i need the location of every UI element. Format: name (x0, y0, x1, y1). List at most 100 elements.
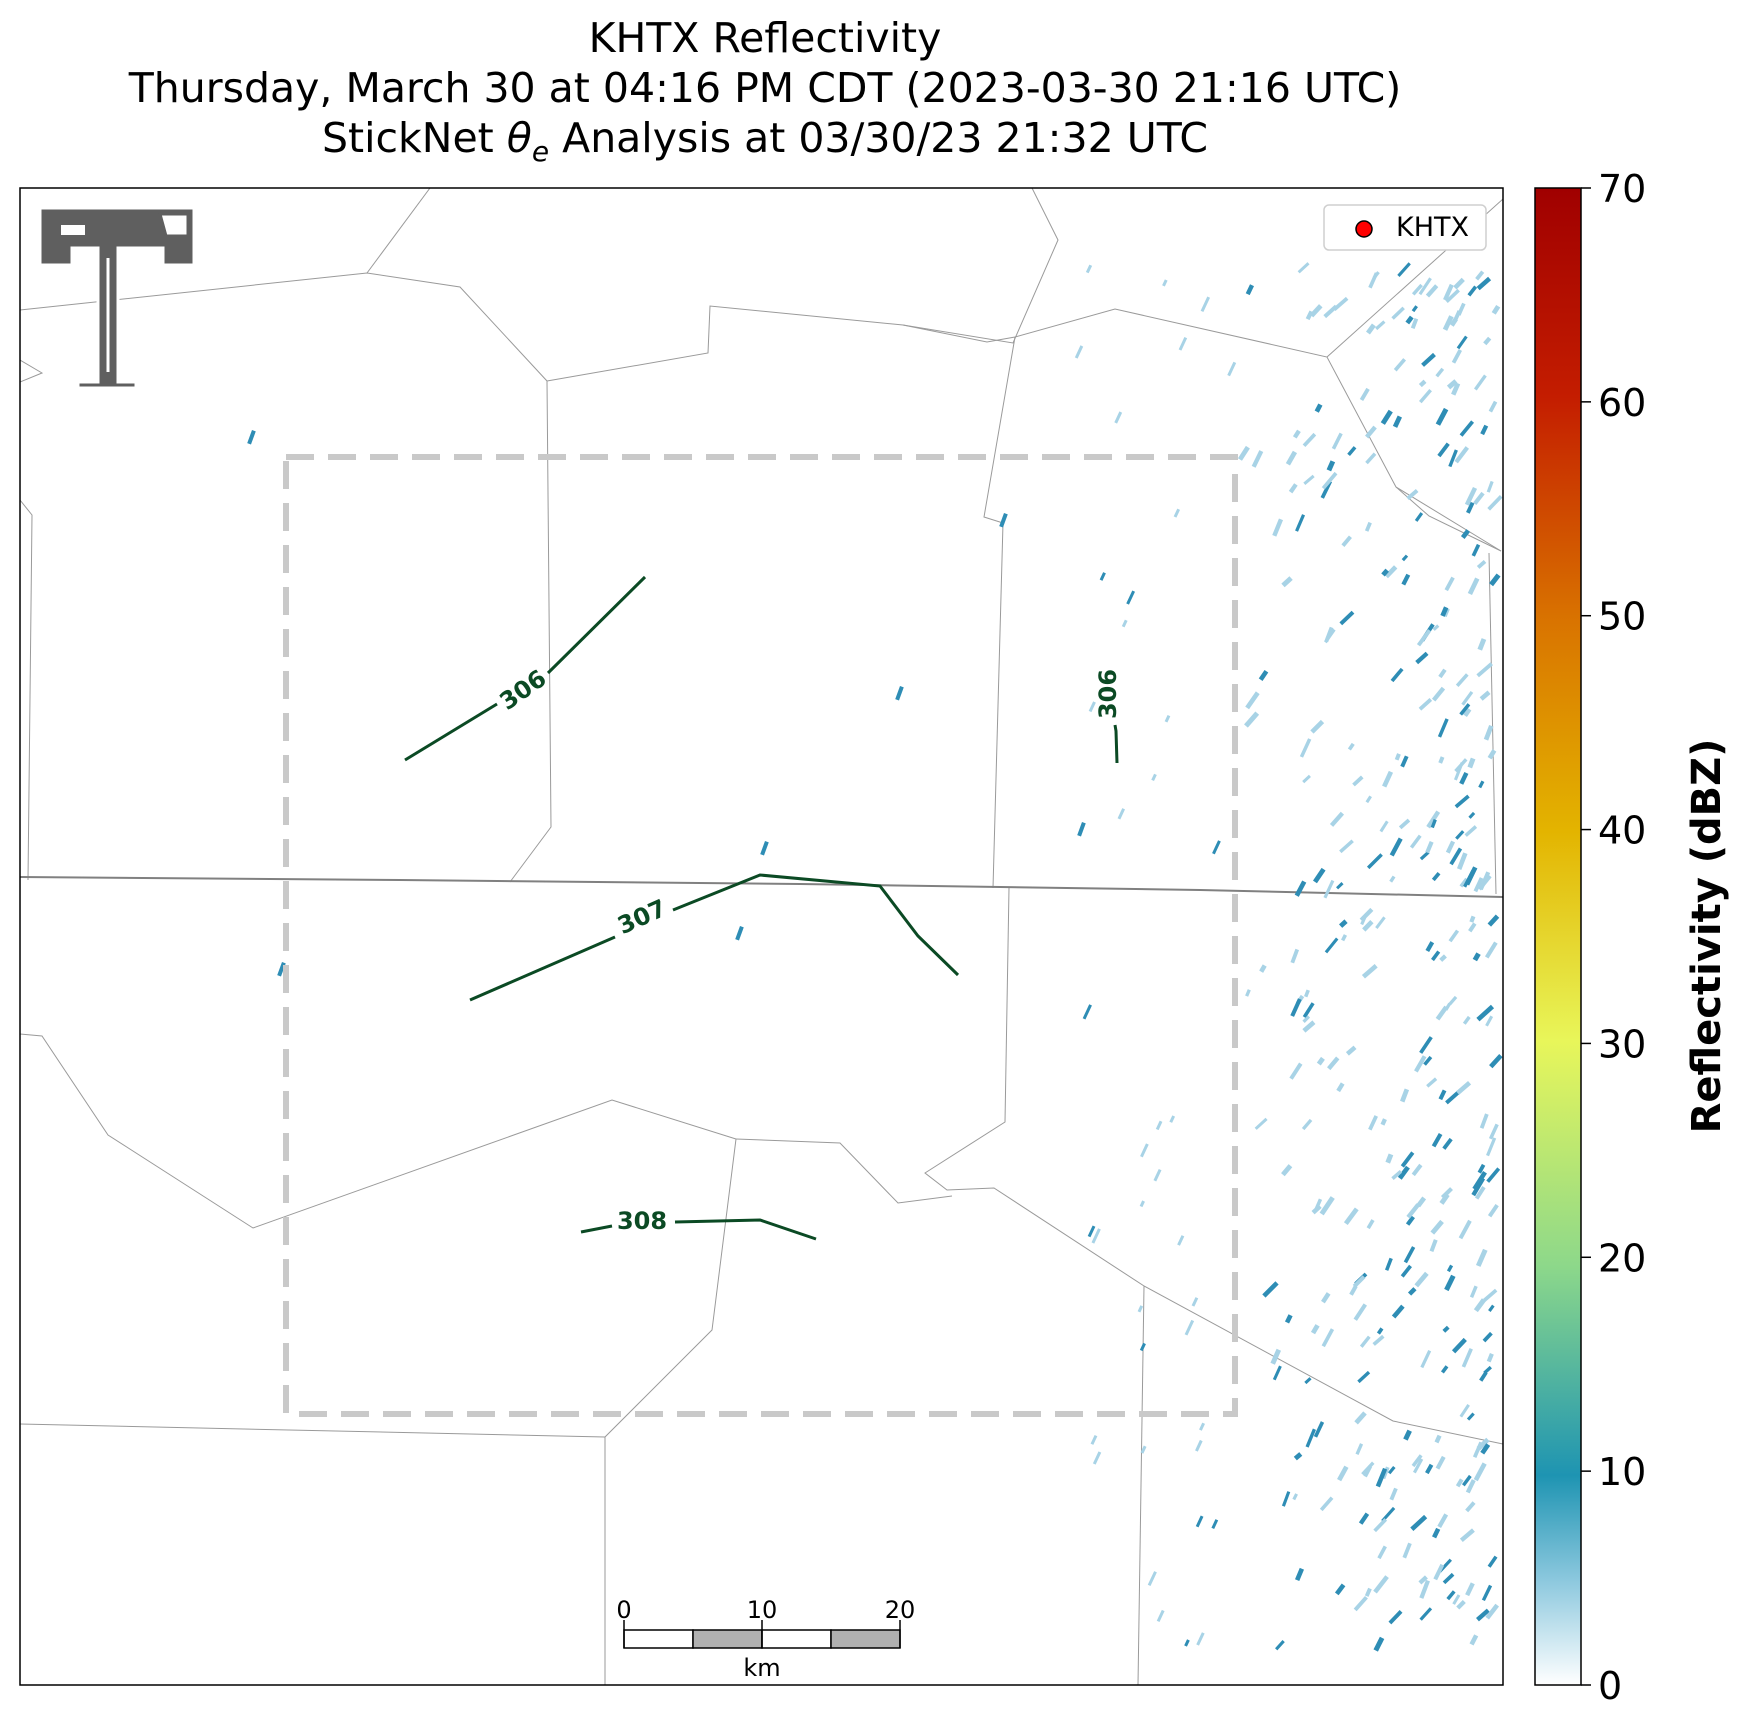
title-line-3-prefix: StickNet (322, 114, 507, 162)
radar-echo-gate (1476, 1437, 1490, 1451)
radar-echo-gate (1489, 1053, 1503, 1069)
radar-echo-gate (1419, 1036, 1433, 1054)
radar-echo-gate (1099, 572, 1106, 581)
scale-tick-20: 20 (885, 1596, 916, 1624)
map-area (20, 188, 1503, 1685)
radar-echo-gate (1432, 1527, 1441, 1539)
radar-echo-gate (1377, 1545, 1387, 1560)
radar-echo-gate (1486, 1137, 1497, 1157)
radar-echo-gate (1275, 1640, 1285, 1651)
radar-echo-gate (1425, 941, 1435, 953)
radar-echo-gate (1314, 403, 1323, 413)
radar-echo-gate (1465, 1582, 1475, 1597)
radar-echo-gate (1446, 1590, 1456, 1601)
radar-echo-gate (1400, 1264, 1412, 1278)
radar-echo-gate (1445, 840, 1456, 854)
radar-echo-gate (1488, 1304, 1495, 1313)
radar-echo-gate (1406, 1203, 1420, 1219)
radar-echo-gate (1475, 1248, 1488, 1267)
radar-echo-gate (1389, 1487, 1398, 1501)
radar-echo-gate (1288, 483, 1298, 494)
radar-echo-gate (1085, 264, 1093, 274)
radar-echo-gate (1471, 543, 1481, 557)
radar-echo-gate (1442, 1137, 1453, 1150)
radar-echo-gate (1303, 474, 1315, 485)
radar-echo-gate (1419, 850, 1430, 861)
radar-echo-gate (1380, 1118, 1387, 1126)
radar-echo-gate (1398, 818, 1411, 830)
radar-echo-gate (1114, 411, 1123, 424)
radar-echo-gate (1262, 1281, 1279, 1298)
radar-echo-gate (1437, 1513, 1449, 1528)
radar-echo-gate (1423, 1055, 1433, 1066)
radar-echo-gate (1483, 336, 1492, 346)
radar-echo-gate (1343, 1207, 1359, 1226)
radar-echo-gate (1353, 1303, 1367, 1321)
radar-echo-gate (1347, 446, 1357, 457)
radar-echo-gate (1251, 450, 1264, 468)
radar-echo-gate (1411, 305, 1418, 313)
radar-echo-gate (1455, 1081, 1472, 1096)
radar-echo-gate (1418, 379, 1427, 388)
radar-echo-gate (1434, 1434, 1442, 1444)
radar-echo-gate (1339, 919, 1348, 928)
radar-echo-gate (1479, 1113, 1489, 1129)
radar-echo-gate (1290, 998, 1302, 1017)
radar-echo-gate (1092, 1451, 1102, 1465)
radar-echo-gate (1329, 811, 1345, 827)
radar-echo-gate (1151, 773, 1157, 782)
radar-echo-gate (1462, 707, 1472, 717)
radar-echo-gate (1354, 1411, 1367, 1425)
radar-echo-gate (1380, 409, 1393, 425)
radar-echo-gate (1413, 1458, 1424, 1474)
radar-echo-gate (1431, 950, 1441, 962)
contour-306-west (404, 702, 498, 762)
radar-echo-gate (1173, 508, 1181, 518)
radar-echo-gate (1488, 400, 1498, 413)
radar-echo-gate (1352, 1275, 1366, 1288)
radar-echo-gate (1302, 774, 1311, 784)
title-line-1: KHTX Reflectivity (588, 14, 942, 62)
radar-echo-gate (1358, 1512, 1370, 1525)
radar-echo-gate (1418, 388, 1432, 404)
radar-echo-gate (1292, 1493, 1298, 1501)
radar-echo-gate (1355, 1443, 1364, 1455)
radar-echo-gate (1414, 1271, 1429, 1288)
radar-echo-gate (1310, 1324, 1320, 1335)
radar-echo-gate (1297, 262, 1310, 274)
radar-echo-gate (1387, 1465, 1396, 1475)
radar-echo-gate (1456, 1599, 1466, 1610)
radar-echo-gate (1196, 1632, 1205, 1646)
radar-echo-gate (1438, 668, 1447, 679)
radar-echo-gate (1091, 1228, 1101, 1244)
radar-echo-gate (1440, 1365, 1449, 1374)
radar-echo-gate (1162, 279, 1168, 287)
radar-echo-gate (1476, 1004, 1495, 1022)
radar-echo-gate (1195, 1439, 1203, 1452)
radar-echo-gate (1486, 480, 1494, 493)
radar-echo-gate (1472, 952, 1481, 962)
radar-echo-gate (1485, 1015, 1494, 1027)
radar-echo-gate (1466, 501, 1475, 514)
radar-echo-gate (1385, 1153, 1394, 1164)
radar-echo-gate (1444, 576, 1455, 592)
radar-echo-gate (1400, 1088, 1410, 1103)
radar-echo-gate (999, 513, 1008, 528)
radar-echo-gate (1199, 1422, 1205, 1431)
radar-echo-gate (1397, 1165, 1410, 1180)
radar-echo-gate (1479, 690, 1491, 701)
radar-echo-gate (1299, 738, 1312, 758)
radar-echo-gate (1452, 1594, 1461, 1605)
radar-echo-gate (1309, 304, 1323, 318)
radar-echo-gate (1459, 420, 1475, 437)
radar-echo-gate (1357, 1370, 1371, 1384)
radar-echo-gate (1453, 277, 1465, 290)
radar-echo-gate (1321, 471, 1338, 490)
radar-echo-gate (1429, 1239, 1438, 1253)
radar-echo-gate (1416, 629, 1432, 647)
radar-echo-gate (1446, 379, 1458, 390)
radar-echo-gate (1281, 576, 1293, 588)
radar-echo-gate (1469, 1634, 1479, 1646)
radar-echo-gate (1455, 830, 1465, 840)
